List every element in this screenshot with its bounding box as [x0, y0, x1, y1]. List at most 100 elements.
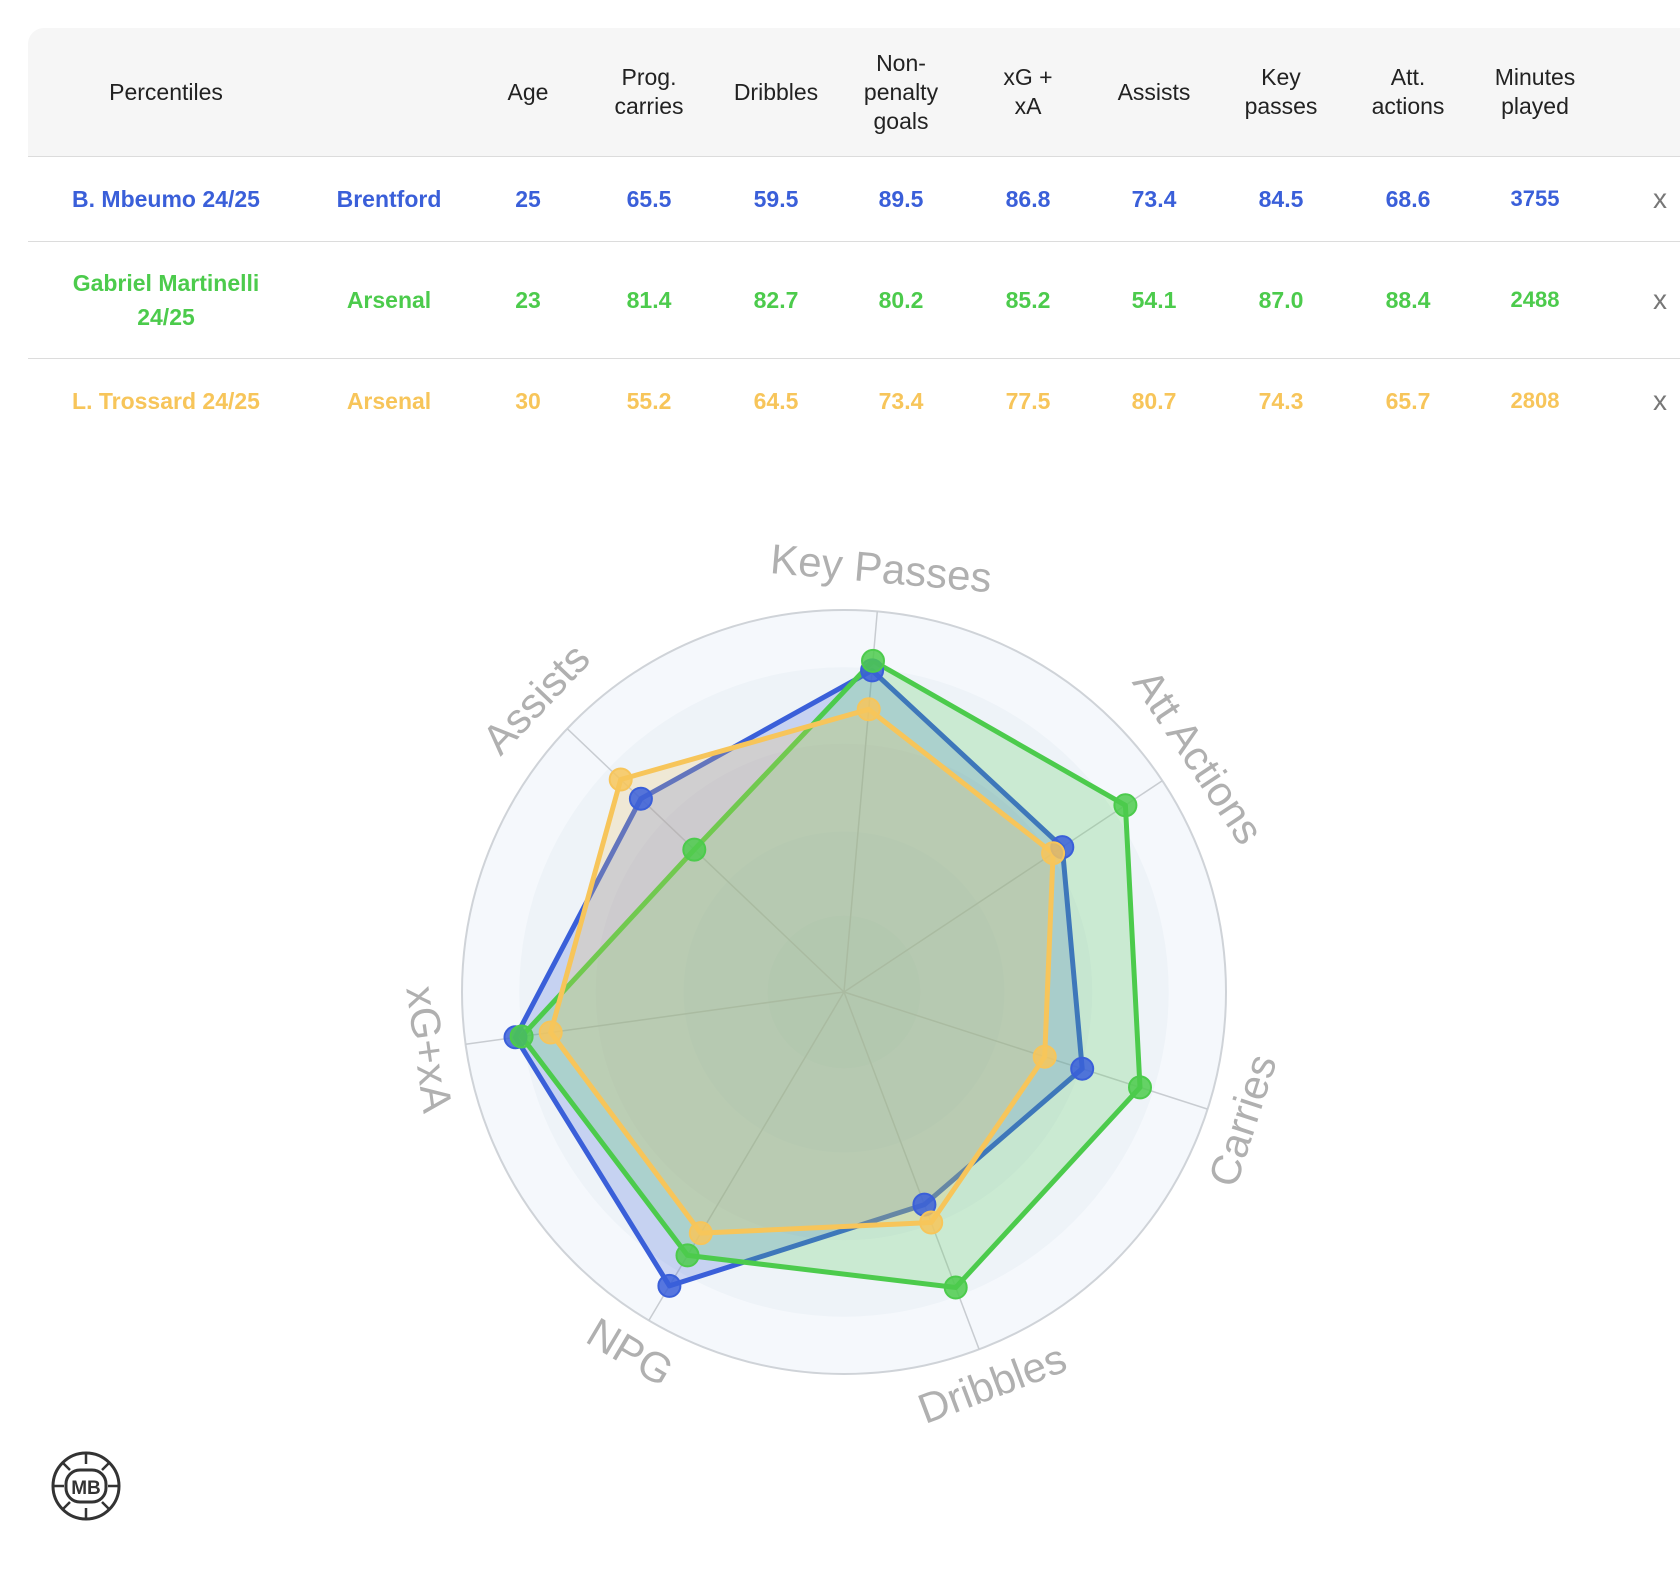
- radar-spoke: [465, 991, 845, 1045]
- player-xgxa: 86.8: [966, 156, 1090, 242]
- header-att-actions[interactable]: Att. actions: [1344, 28, 1472, 157]
- header-key-passes[interactable]: Key passes: [1218, 28, 1344, 157]
- player-assists: 80.7: [1131, 387, 1177, 414]
- player-prog-carries: 81.4: [582, 241, 716, 359]
- header-xg-xa[interactable]: xG + xA: [966, 28, 1090, 157]
- header-prog-carries-line: Prog.: [621, 64, 677, 90]
- header-non-penalty-goals[interactable]: Non- penalty goals: [836, 28, 966, 157]
- player-dribbles: 64.5: [753, 387, 799, 414]
- radar-data-point: [1032, 1044, 1057, 1069]
- player-npg: 73.4: [878, 387, 924, 414]
- radar-axis-label: Key Passes: [769, 535, 994, 601]
- player-name-line: L. Trossard 24/25: [72, 388, 260, 414]
- player-assists: 54.1: [1090, 241, 1218, 359]
- header-xgxa-line: xG +: [1003, 64, 1053, 90]
- player-att-actions: 88.4: [1344, 241, 1472, 359]
- radar-data-point: [861, 648, 885, 673]
- radar-spoke: [566, 728, 845, 993]
- radar-data-point: [919, 1210, 944, 1235]
- radar-outer-ring: [461, 609, 1227, 1375]
- player-age: 23: [474, 241, 582, 359]
- player-name[interactable]: Gabriel Martinelli 24/25: [28, 241, 304, 359]
- radar-spoke: [843, 991, 1208, 1110]
- radar-axis-label: Carries: [1199, 1049, 1285, 1192]
- header-npg-line: goals: [873, 107, 929, 134]
- player-xgxa: 77.5: [1005, 387, 1051, 414]
- mb-logo: MB: [50, 1450, 122, 1522]
- table-row: L. Trossard 24/25 Arsenal 30 55.2 64.5 7…: [28, 359, 1680, 444]
- player-minutes: 2488: [1472, 241, 1598, 359]
- header-assists[interactable]: Assists: [1090, 28, 1218, 157]
- header-percentiles[interactable]: Percentiles: [28, 28, 304, 157]
- remove-player-button[interactable]: x: [1653, 385, 1667, 416]
- header-minutes-played[interactable]: Minutes played: [1472, 28, 1598, 157]
- radar-series-area: [519, 658, 1143, 1290]
- player-dribbles: 82.7: [716, 241, 836, 359]
- remove-player-button[interactable]: x: [1598, 156, 1680, 242]
- radar-data-point: [657, 1273, 682, 1298]
- percentiles-table-container: Percentiles Age Prog. carries Dribbles N…: [28, 28, 1680, 443]
- radar-data-point: [675, 1243, 700, 1268]
- radar-data-point: [503, 1025, 528, 1050]
- player-age: 30: [515, 387, 541, 414]
- header-npg-line: Non-: [876, 49, 926, 76]
- player-name[interactable]: L. Trossard 24/25: [28, 359, 304, 444]
- player-dribbles: 59.5: [716, 156, 836, 242]
- header-minutes-line: Minutes: [1494, 64, 1576, 90]
- radar-data-point: [509, 1024, 534, 1049]
- player-team: Arsenal: [346, 387, 432, 414]
- radar-axis-labels: Key Passes Att Actions Carries Dribbles NPG x…: [397, 535, 1285, 1433]
- radar-background-ring: [683, 831, 1005, 1153]
- header-key-passes-line: passes: [1244, 93, 1318, 119]
- radar-background-ring: [462, 610, 1226, 1374]
- radar-spoke: [648, 991, 845, 1321]
- radar-spokes: [465, 611, 1208, 1350]
- player-prog-carries: 55.2: [626, 387, 672, 414]
- radar-data-point: [1128, 1075, 1152, 1100]
- radar-data-point: [682, 837, 707, 862]
- radar-axis-label: Att Actions: [1124, 661, 1273, 852]
- radar-data-point: [628, 786, 653, 811]
- header-remove: [1598, 28, 1680, 157]
- player-name[interactable]: B. Mbeumo 24/25: [28, 156, 304, 242]
- player-name-line: B. Mbeumo 24/25: [72, 186, 260, 212]
- radar-data-point: [608, 767, 633, 792]
- header-key-passes-line: Key: [1261, 64, 1301, 90]
- radar-series-layer: [503, 648, 1152, 1300]
- player-npg: 89.5: [836, 156, 966, 242]
- table-row: B. Mbeumo 24/25 Brentford 25 65.5 59.5 8…: [28, 156, 1680, 242]
- header-att-actions-line: Att.: [1390, 64, 1426, 90]
- radar-data-point: [1041, 841, 1066, 866]
- player-name-line: 24/25: [137, 304, 195, 330]
- header-age[interactable]: Age: [474, 28, 582, 157]
- player-age: 25: [474, 156, 582, 242]
- player-xgxa: 85.2: [966, 241, 1090, 359]
- table-header-row: Percentiles Age Prog. carries Dribbles N…: [28, 28, 1680, 157]
- player-name-line: Gabriel Martinelli: [72, 270, 260, 296]
- radar-data-point: [1113, 793, 1138, 818]
- logo-text: MB: [71, 1478, 101, 1499]
- radar-axis-label: Dribbles: [912, 1334, 1073, 1432]
- remove-player-button[interactable]: x: [1598, 241, 1680, 359]
- header-xgxa-line: xA: [1014, 93, 1042, 119]
- radar-data-point: [1070, 1056, 1095, 1081]
- header-prog-carries[interactable]: Prog. carries: [582, 28, 716, 157]
- radar-spoke: [843, 991, 980, 1350]
- radar-axis-label: Assists: [473, 634, 599, 763]
- player-assists: 73.4: [1090, 156, 1218, 242]
- header-dribbles[interactable]: Dribbles: [716, 28, 836, 157]
- player-team: Brentford: [304, 156, 474, 242]
- player-minutes: 3755: [1472, 156, 1598, 242]
- radar-data-point: [1050, 835, 1075, 860]
- header-prog-carries-line: carries: [614, 93, 684, 119]
- radar-spoke: [843, 611, 879, 993]
- player-npg: 80.2: [836, 241, 966, 359]
- header-npg-line: penalty: [863, 78, 939, 105]
- radar-data-point: [860, 658, 885, 683]
- radar-background: [462, 610, 1226, 1374]
- radar-background-ring: [767, 915, 921, 1069]
- player-att-actions: 65.7: [1385, 387, 1431, 414]
- table-row: Gabriel Martinelli 24/25 Arsenal 23 81.4…: [28, 241, 1680, 359]
- radar-data-point: [943, 1275, 968, 1300]
- header-att-actions-line: actions: [1371, 93, 1445, 119]
